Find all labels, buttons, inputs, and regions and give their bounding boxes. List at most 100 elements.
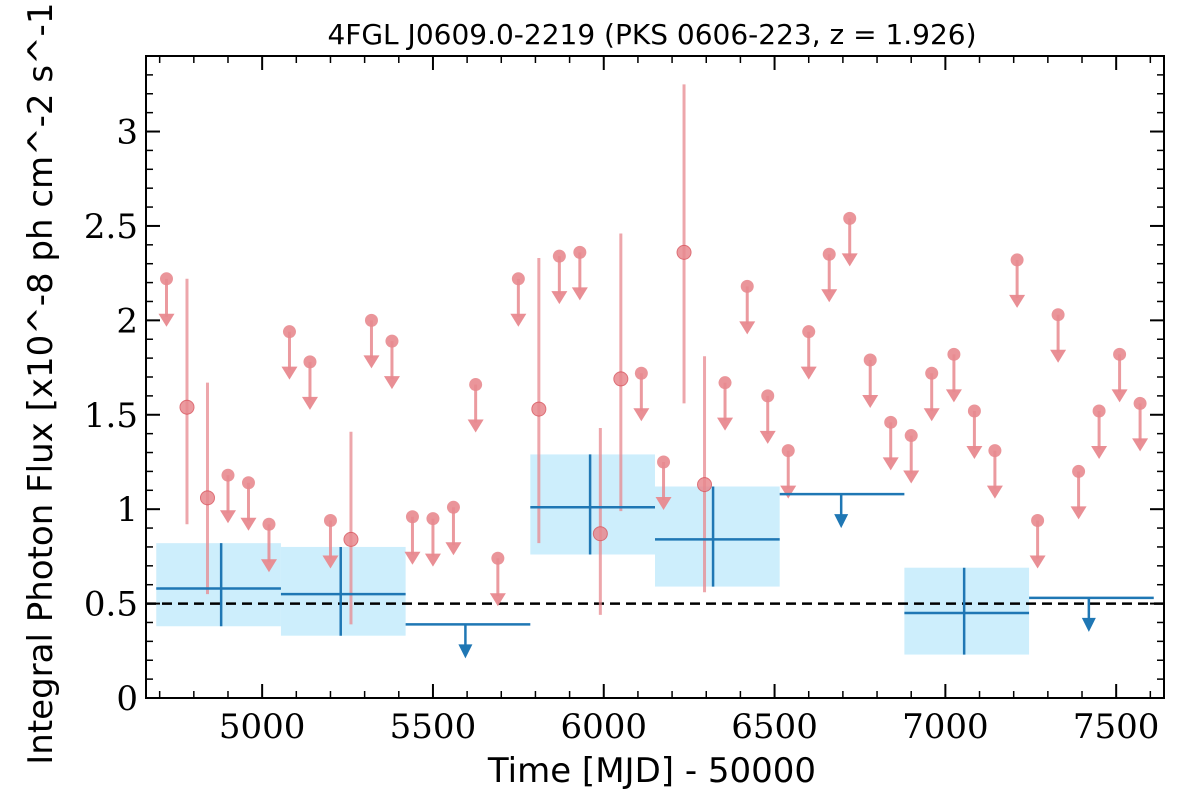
short-bin-upper-limit-head <box>903 470 920 484</box>
short-bin-upper-limit-point <box>802 325 816 339</box>
short-bin-upper-limit-head <box>219 510 236 524</box>
short-bin-point <box>676 244 692 260</box>
short-bin-upper-limit-point <box>1133 396 1147 410</box>
short-bin-upper-limit-point <box>446 500 460 514</box>
short-bin-upper-limit-head <box>739 321 756 335</box>
short-bin-upper-limit-point <box>1051 308 1065 322</box>
short-bin-point <box>592 526 608 542</box>
short-bin-upper-limit-head <box>489 593 506 607</box>
axis-ticks: 5000 5500 6000 6500 7000 7500 0 0.5 1 1.5 2 2.5 3 <box>84 56 1164 747</box>
short-bin-upper-limit-head <box>571 287 588 301</box>
short-bin-upper-limit-head <box>445 542 462 556</box>
x-axis-title: Time [MJD] - 50000 <box>487 751 816 791</box>
short-bin-upper-limit-point <box>364 313 378 327</box>
short-bin-upper-limit-point <box>947 347 961 361</box>
short-bin-upper-limit-point <box>491 551 505 565</box>
x-tick-label: 6500 <box>731 707 818 747</box>
short-bin-point <box>613 371 629 387</box>
y-axis-title: Integral Photon Flux [x10^-8 ph cm^-2 s^… <box>21 0 61 765</box>
short-bin-upper-limit-head <box>1070 506 1087 520</box>
short-bin-upper-limit-head <box>383 376 400 390</box>
short-bin-upper-limit-head <box>1111 389 1128 403</box>
short-bin-upper-limit-head <box>841 253 858 267</box>
short-bin-upper-limit-head <box>1091 445 1108 459</box>
short-bin-upper-limit-point <box>159 272 173 286</box>
plot-area <box>146 84 1164 659</box>
short-bin-point <box>343 531 359 547</box>
long-bin-error-band <box>280 546 406 636</box>
short-bin-upper-limit-head <box>424 553 441 567</box>
y-tick-label: 0 <box>116 679 138 719</box>
short-bin-upper-limit-point <box>1031 514 1045 528</box>
short-bin-upper-limit-point <box>1092 404 1106 418</box>
long-bin-error-band <box>904 567 1030 655</box>
short-bin-upper-limit-point <box>1010 253 1024 267</box>
short-bin-upper-limit-head <box>1132 438 1149 452</box>
short-bin-upper-limit-point <box>426 512 440 526</box>
short-bin-upper-limit-point <box>781 444 795 458</box>
short-bin-upper-limit-point <box>241 476 255 490</box>
short-bin-upper-limit-point <box>740 279 754 293</box>
short-bin-point <box>199 490 215 506</box>
short-bin-upper-limit-point <box>385 334 399 348</box>
y-tick-label: 2 <box>116 301 138 341</box>
short-bin-upper-limit-point <box>843 211 857 225</box>
short-bin-upper-limit-head <box>467 419 484 433</box>
y-tick-label: 1.5 <box>84 396 138 436</box>
short-bin-upper-limit-point <box>262 517 276 531</box>
long-bin-error-band <box>156 543 281 627</box>
long-bin-upper-limit-head <box>834 514 849 529</box>
short-bin-upper-limit-point <box>634 366 648 380</box>
short-bin-upper-limit-point <box>967 404 981 418</box>
chart-title: 4FGL J0609.0-2219 (PKS 0606-223, z = 1.9… <box>327 18 976 51</box>
short-bin-upper-limit-point <box>718 376 732 390</box>
short-bin-upper-limit-point <box>1072 464 1086 478</box>
short-bin-upper-limit-head <box>986 485 1003 499</box>
short-bin-upper-limit-head <box>759 430 776 444</box>
y-tick-label: 3 <box>116 113 138 153</box>
long-bin-error-band <box>655 486 780 587</box>
short-bin-upper-limit-point <box>469 378 483 392</box>
short-bin-upper-limit-head <box>780 485 797 499</box>
y-tick-label: 0.5 <box>84 585 138 625</box>
x-tick-label: 5500 <box>390 707 477 747</box>
short-bin-point <box>531 401 547 417</box>
short-bin-upper-limit-point <box>323 514 337 528</box>
short-bin-upper-limit-point <box>221 468 235 482</box>
short-bin-upper-limit-point <box>904 429 918 443</box>
short-bin-upper-limit-point <box>511 272 525 286</box>
short-bin-upper-limit-head <box>945 389 962 403</box>
short-bin-upper-limit-head <box>882 457 899 471</box>
short-bin-upper-limit-head <box>966 445 983 459</box>
short-bin-point <box>697 477 713 493</box>
short-bin-upper-limit-head <box>862 395 879 409</box>
short-bin-upper-limit-head <box>1050 349 1067 363</box>
short-bin-upper-limit-head <box>510 313 527 327</box>
short-bin-upper-limit-head <box>655 496 672 510</box>
short-bin-upper-limit-head <box>301 396 318 410</box>
short-bin-upper-limit-point <box>552 249 566 263</box>
short-bin-upper-limit-head <box>404 551 421 565</box>
long-bin-upper-limit-head <box>1081 617 1096 632</box>
short-bin-upper-limit-head <box>633 408 650 422</box>
short-bin-upper-limit-head <box>158 313 175 327</box>
short-bin-upper-limit-head <box>281 366 298 380</box>
short-bin-upper-limit-point <box>988 444 1002 458</box>
long-bin-error-band <box>530 454 655 555</box>
short-bin-upper-limit-head <box>322 555 339 569</box>
short-bin-upper-limit-point <box>925 366 939 380</box>
short-bin-upper-limit-head <box>240 517 257 531</box>
short-bin-upper-limit-point <box>657 455 671 469</box>
short-bin-upper-limit-head <box>717 417 734 431</box>
x-tick-label: 5000 <box>219 707 306 747</box>
short-bin-upper-limit-point <box>822 247 836 261</box>
y-tick-label: 1 <box>116 490 138 530</box>
long-bin-upper-limit-head <box>458 644 473 659</box>
short-bin-upper-limit-head <box>363 355 380 369</box>
x-tick-label: 7500 <box>1073 707 1160 747</box>
x-tick-label: 6000 <box>560 707 647 747</box>
short-bin-point <box>179 399 195 415</box>
short-bin-upper-limit-point <box>303 355 317 369</box>
short-bin-upper-limit-point <box>863 353 877 367</box>
